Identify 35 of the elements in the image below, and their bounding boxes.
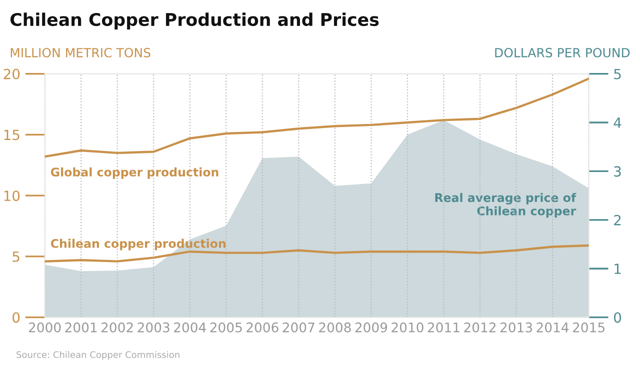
source-note: Source: Chilean Copper Commission — [16, 351, 180, 360]
x-tick-label: 2007 — [282, 322, 314, 332]
x-tick-label: 2005 — [210, 322, 242, 332]
series-label: Chilean copper production — [50, 238, 226, 250]
y2-tick-label: 2 — [614, 214, 621, 226]
x-tick-label: 2008 — [319, 322, 351, 332]
y-axis-title: MILLION METRIC TONS — [10, 48, 150, 58]
x-tick-label: 2004 — [174, 322, 206, 332]
line-series — [44, 78, 589, 158]
x-tick-label: 2013 — [500, 322, 532, 332]
chart-title: Chilean Copper Production and Prices — [10, 12, 379, 30]
x-tick-label: 2003 — [138, 322, 170, 332]
x-tick-label: 2002 — [102, 322, 133, 332]
y-tick-label: 10 — [4, 190, 20, 202]
y2-tick-label: 1 — [614, 264, 621, 274]
y2-tick-label: 5 — [614, 68, 621, 80]
y2-axis-title: DOLLARS PER POUND — [495, 48, 630, 58]
y-tick-label: 5 — [12, 252, 20, 262]
x-tick-label: 2012 — [464, 322, 496, 332]
x-tick-label: 2014 — [536, 322, 569, 332]
y-tick-label: 15 — [4, 130, 20, 140]
x-tick-label: 2015 — [572, 322, 604, 332]
y-tick-label: 20 — [4, 68, 20, 80]
y2-tick-label: 3 — [614, 166, 621, 177]
x-tick-label: 2006 — [246, 322, 278, 332]
y2-tick-label: 0 — [614, 312, 622, 323]
x-tick-label: 2011 — [428, 322, 460, 332]
y-tick-label: 0 — [12, 312, 20, 323]
x-tick-label: 2000 — [28, 322, 61, 332]
x-tick-label: 2010 — [392, 322, 424, 332]
x-tick-label: 2001 — [65, 322, 97, 332]
series-label: Global copper production — [50, 167, 218, 179]
series-label: Real average price of Chilean copper — [435, 192, 576, 218]
y2-tick-label: 4 — [614, 118, 622, 128]
x-tick-label: 2009 — [355, 322, 388, 332]
